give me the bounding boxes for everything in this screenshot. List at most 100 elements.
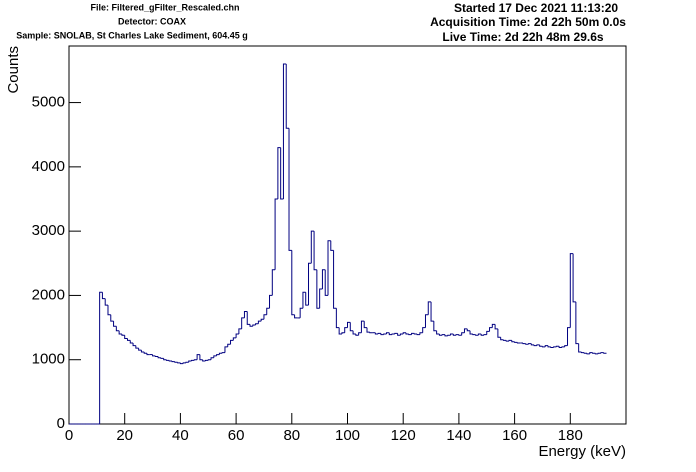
- histogram-bin: [126, 338, 131, 341]
- histogram-bin: [191, 359, 195, 361]
- histogram-bin: [411, 332, 415, 335]
- y-axis-title: Counts: [5, 46, 22, 94]
- histogram-bin: [397, 333, 401, 336]
- histogram-bin: [567, 327, 571, 346]
- histogram-bin: [291, 250, 295, 316]
- histogram-bin: [299, 307, 303, 318]
- histogram-bin: [455, 334, 459, 336]
- plot-frame: [68, 45, 627, 425]
- histogram-bin: [330, 240, 334, 251]
- histogram-bin: [550, 346, 554, 348]
- histogram-bin: [347, 321, 351, 328]
- histogram-bin: [583, 352, 588, 354]
- histogram-bin: [107, 305, 111, 316]
- histogram-bin: [263, 314, 267, 320]
- sample-label: Sample: SNOLAB, St Charles Lake Sediment…: [16, 30, 248, 40]
- histogram-bin: [383, 333, 387, 335]
- histogram-bin: [238, 328, 242, 334]
- histogram-bin: [266, 307, 270, 315]
- y-tick-label: 0: [57, 415, 65, 432]
- histogram-bin: [232, 337, 237, 341]
- histogram-bin: [424, 314, 429, 328]
- histogram-bin: [561, 346, 565, 348]
- histogram-bin: [475, 334, 479, 336]
- histogram-bin: [360, 320, 365, 333]
- histogram-bin: [497, 328, 501, 338]
- file-label: File: Filtered_gFilter_Rescaled.chn: [90, 2, 239, 12]
- histogram-bin: [555, 345, 560, 347]
- histogram-bin: [143, 352, 147, 354]
- histogram-bin: [319, 288, 323, 309]
- histogram-bin: [124, 335, 128, 339]
- histogram-bin: [129, 340, 134, 344]
- histogram-bin: [369, 332, 373, 334]
- histogram-bin: [483, 334, 487, 336]
- histogram-bin: [316, 269, 320, 309]
- histogram-bin: [363, 321, 367, 329]
- histogram-bin: [210, 357, 214, 360]
- histogram-bin: [224, 346, 228, 353]
- histogram-bin: [480, 334, 484, 336]
- histogram-bin: [522, 343, 526, 345]
- histogram-bin: [600, 352, 604, 354]
- histogram-bin: [152, 354, 156, 357]
- histogram-bin: [241, 317, 245, 329]
- histogram-bin: [221, 352, 225, 354]
- histogram-bin: [461, 332, 465, 336]
- histogram-bin: [227, 343, 231, 347]
- histogram-bin: [427, 301, 432, 315]
- histogram-bin: [324, 269, 329, 296]
- histogram-bin: [115, 326, 120, 332]
- x-tick-label: 80: [283, 427, 300, 444]
- detector-label: Detector: COAX: [118, 16, 186, 26]
- histogram-bin: [341, 332, 345, 334]
- histogram-bin: [274, 198, 278, 270]
- y-tick-label: 5000: [32, 94, 65, 111]
- y-tick-label: 1000: [32, 351, 65, 368]
- histogram-bin: [447, 334, 451, 336]
- histogram-bin: [578, 343, 582, 353]
- histogram-bin: [154, 355, 159, 357]
- histogram-bin: [592, 352, 596, 354]
- histogram-bin: [394, 332, 398, 334]
- histogram-bin: [491, 323, 496, 328]
- histogram-bin: [569, 253, 574, 328]
- histogram-bin: [377, 332, 381, 334]
- histogram-bin: [594, 353, 599, 355]
- histogram-bin: [477, 333, 482, 336]
- histogram-bin: [408, 334, 412, 336]
- histogram-bin: [575, 301, 579, 345]
- started-label: Started 17 Dec 2021 11:13:20: [454, 1, 618, 15]
- histogram-bin: [246, 311, 251, 325]
- histogram-bin: [118, 330, 122, 335]
- x-tick-label: 40: [172, 427, 189, 444]
- histogram-bin: [138, 348, 142, 351]
- histogram-bin: [255, 323, 259, 325]
- histogram-bin: [196, 354, 200, 360]
- histogram-bin: [260, 318, 264, 322]
- histogram-bin: [269, 294, 273, 309]
- x-tick-label: 180: [558, 427, 583, 444]
- histogram-bin: [185, 361, 189, 363]
- histogram-bin: [589, 352, 593, 354]
- histogram-bin: [160, 357, 164, 359]
- histogram-bin: [349, 322, 354, 332]
- histogram-bin: [402, 332, 406, 334]
- histogram-bin: [99, 291, 103, 424]
- histogram-bin: [516, 342, 521, 344]
- histogram-bin: [388, 332, 393, 336]
- histogram-bin: [500, 337, 504, 341]
- histogram-bin: [327, 240, 331, 296]
- histogram-bin: [358, 332, 362, 336]
- histogram-bin: [165, 359, 170, 361]
- y-tick-label: 4000: [32, 158, 65, 175]
- histogram-bin: [335, 308, 340, 329]
- histogram-bin: [110, 314, 114, 322]
- histogram-bin: [416, 334, 420, 336]
- histogram-bin: [597, 352, 601, 354]
- histogram-bin: [294, 314, 298, 319]
- histogram-bin: [257, 320, 262, 324]
- histogram-bin: [430, 301, 434, 322]
- histogram-bin: [525, 343, 529, 345]
- x-axis-title: Energy (keV): [538, 443, 626, 460]
